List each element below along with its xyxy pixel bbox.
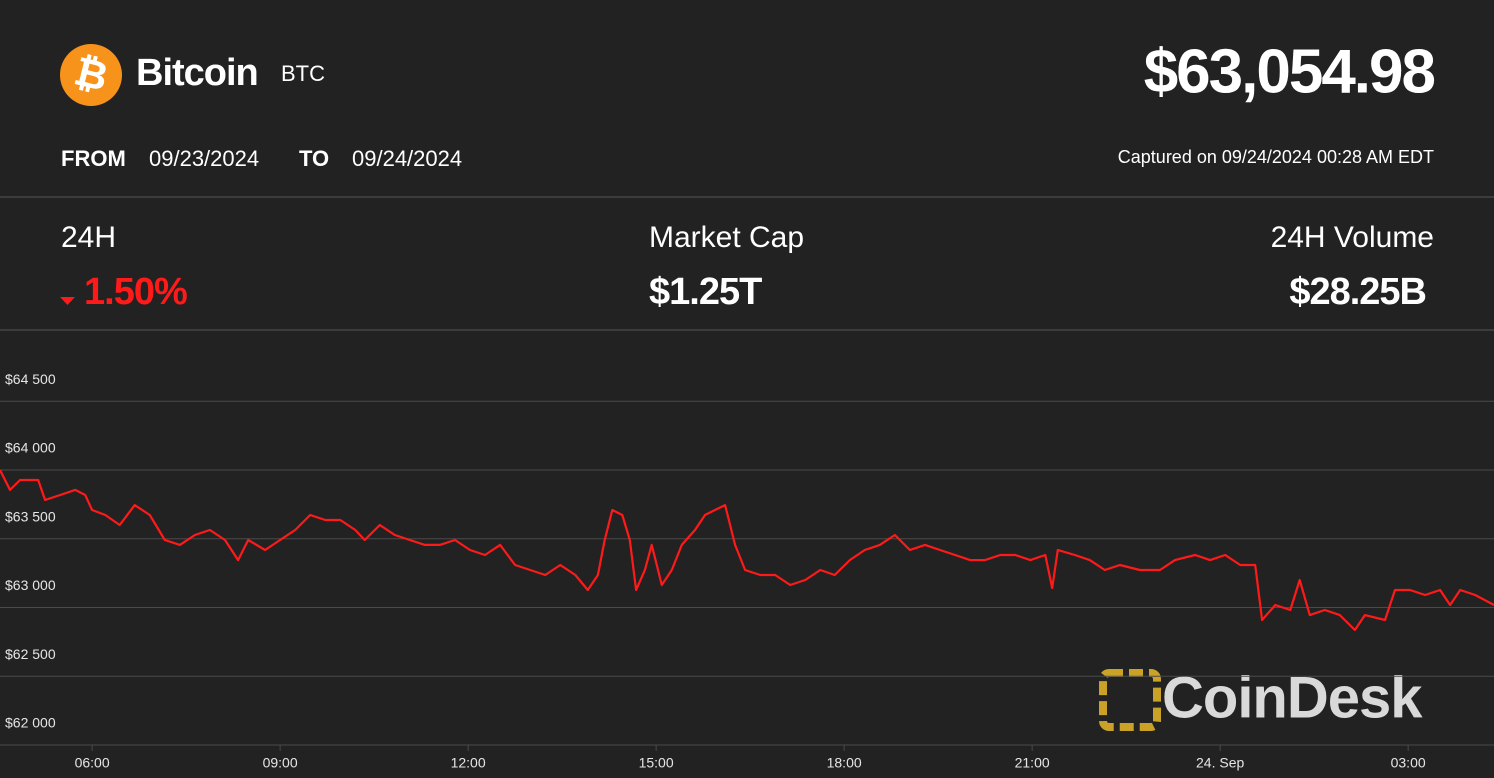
captured: Captured on 09/24/2024 00:28 AM EDT [1118,147,1434,167]
x-tick-label: 09:00 [263,755,298,771]
coin-symbol: BTC [281,61,325,86]
from-date: 09/23/2024 [149,146,259,171]
y-tick-label: $62 000 [5,715,56,731]
x-tick-label: 24. Sep [1196,755,1244,771]
y-tick-label: $64 500 [5,371,56,387]
down-arrow [60,297,75,305]
coin-name: Bitcoin [136,52,258,94]
coin-logo [60,44,122,106]
y-tick-label: $62 500 [5,646,56,662]
watermark-logo [1120,690,1140,710]
x-tick-label: 21:00 [1015,755,1050,771]
stat-label: 24H Volume [1271,221,1434,254]
y-tick-label: $64 000 [5,440,56,456]
to-date: 09/24/2024 [352,146,462,171]
y-tick-label: $63 500 [5,508,56,524]
x-tick-label: 18:00 [827,755,862,771]
stat-value: $28.25B [1289,271,1426,313]
y-tick-label: $63 000 [5,577,56,593]
from-label: FROM [61,146,126,171]
stat-value: $1.25T [649,271,762,313]
price-line [0,469,1494,632]
x-tick-label: 06:00 [75,755,110,771]
stat-label: 24H [61,221,116,254]
x-tick-label: 15:00 [639,755,674,771]
watermark-text: CoinDesk [1162,665,1423,730]
price: $63,054.98 [1144,37,1435,106]
x-tick-label: 12:00 [451,755,486,771]
watermark-logo [1099,669,1161,731]
stat-value: 1.50% [84,271,187,313]
stat-label: Market Cap [649,221,804,254]
to-label: TO [299,146,329,171]
x-tick-label: 03:00 [1391,755,1426,771]
plot: $62 000 $62 500 $63 000 $63 500 $64 000 $64 5… [0,371,1494,771]
